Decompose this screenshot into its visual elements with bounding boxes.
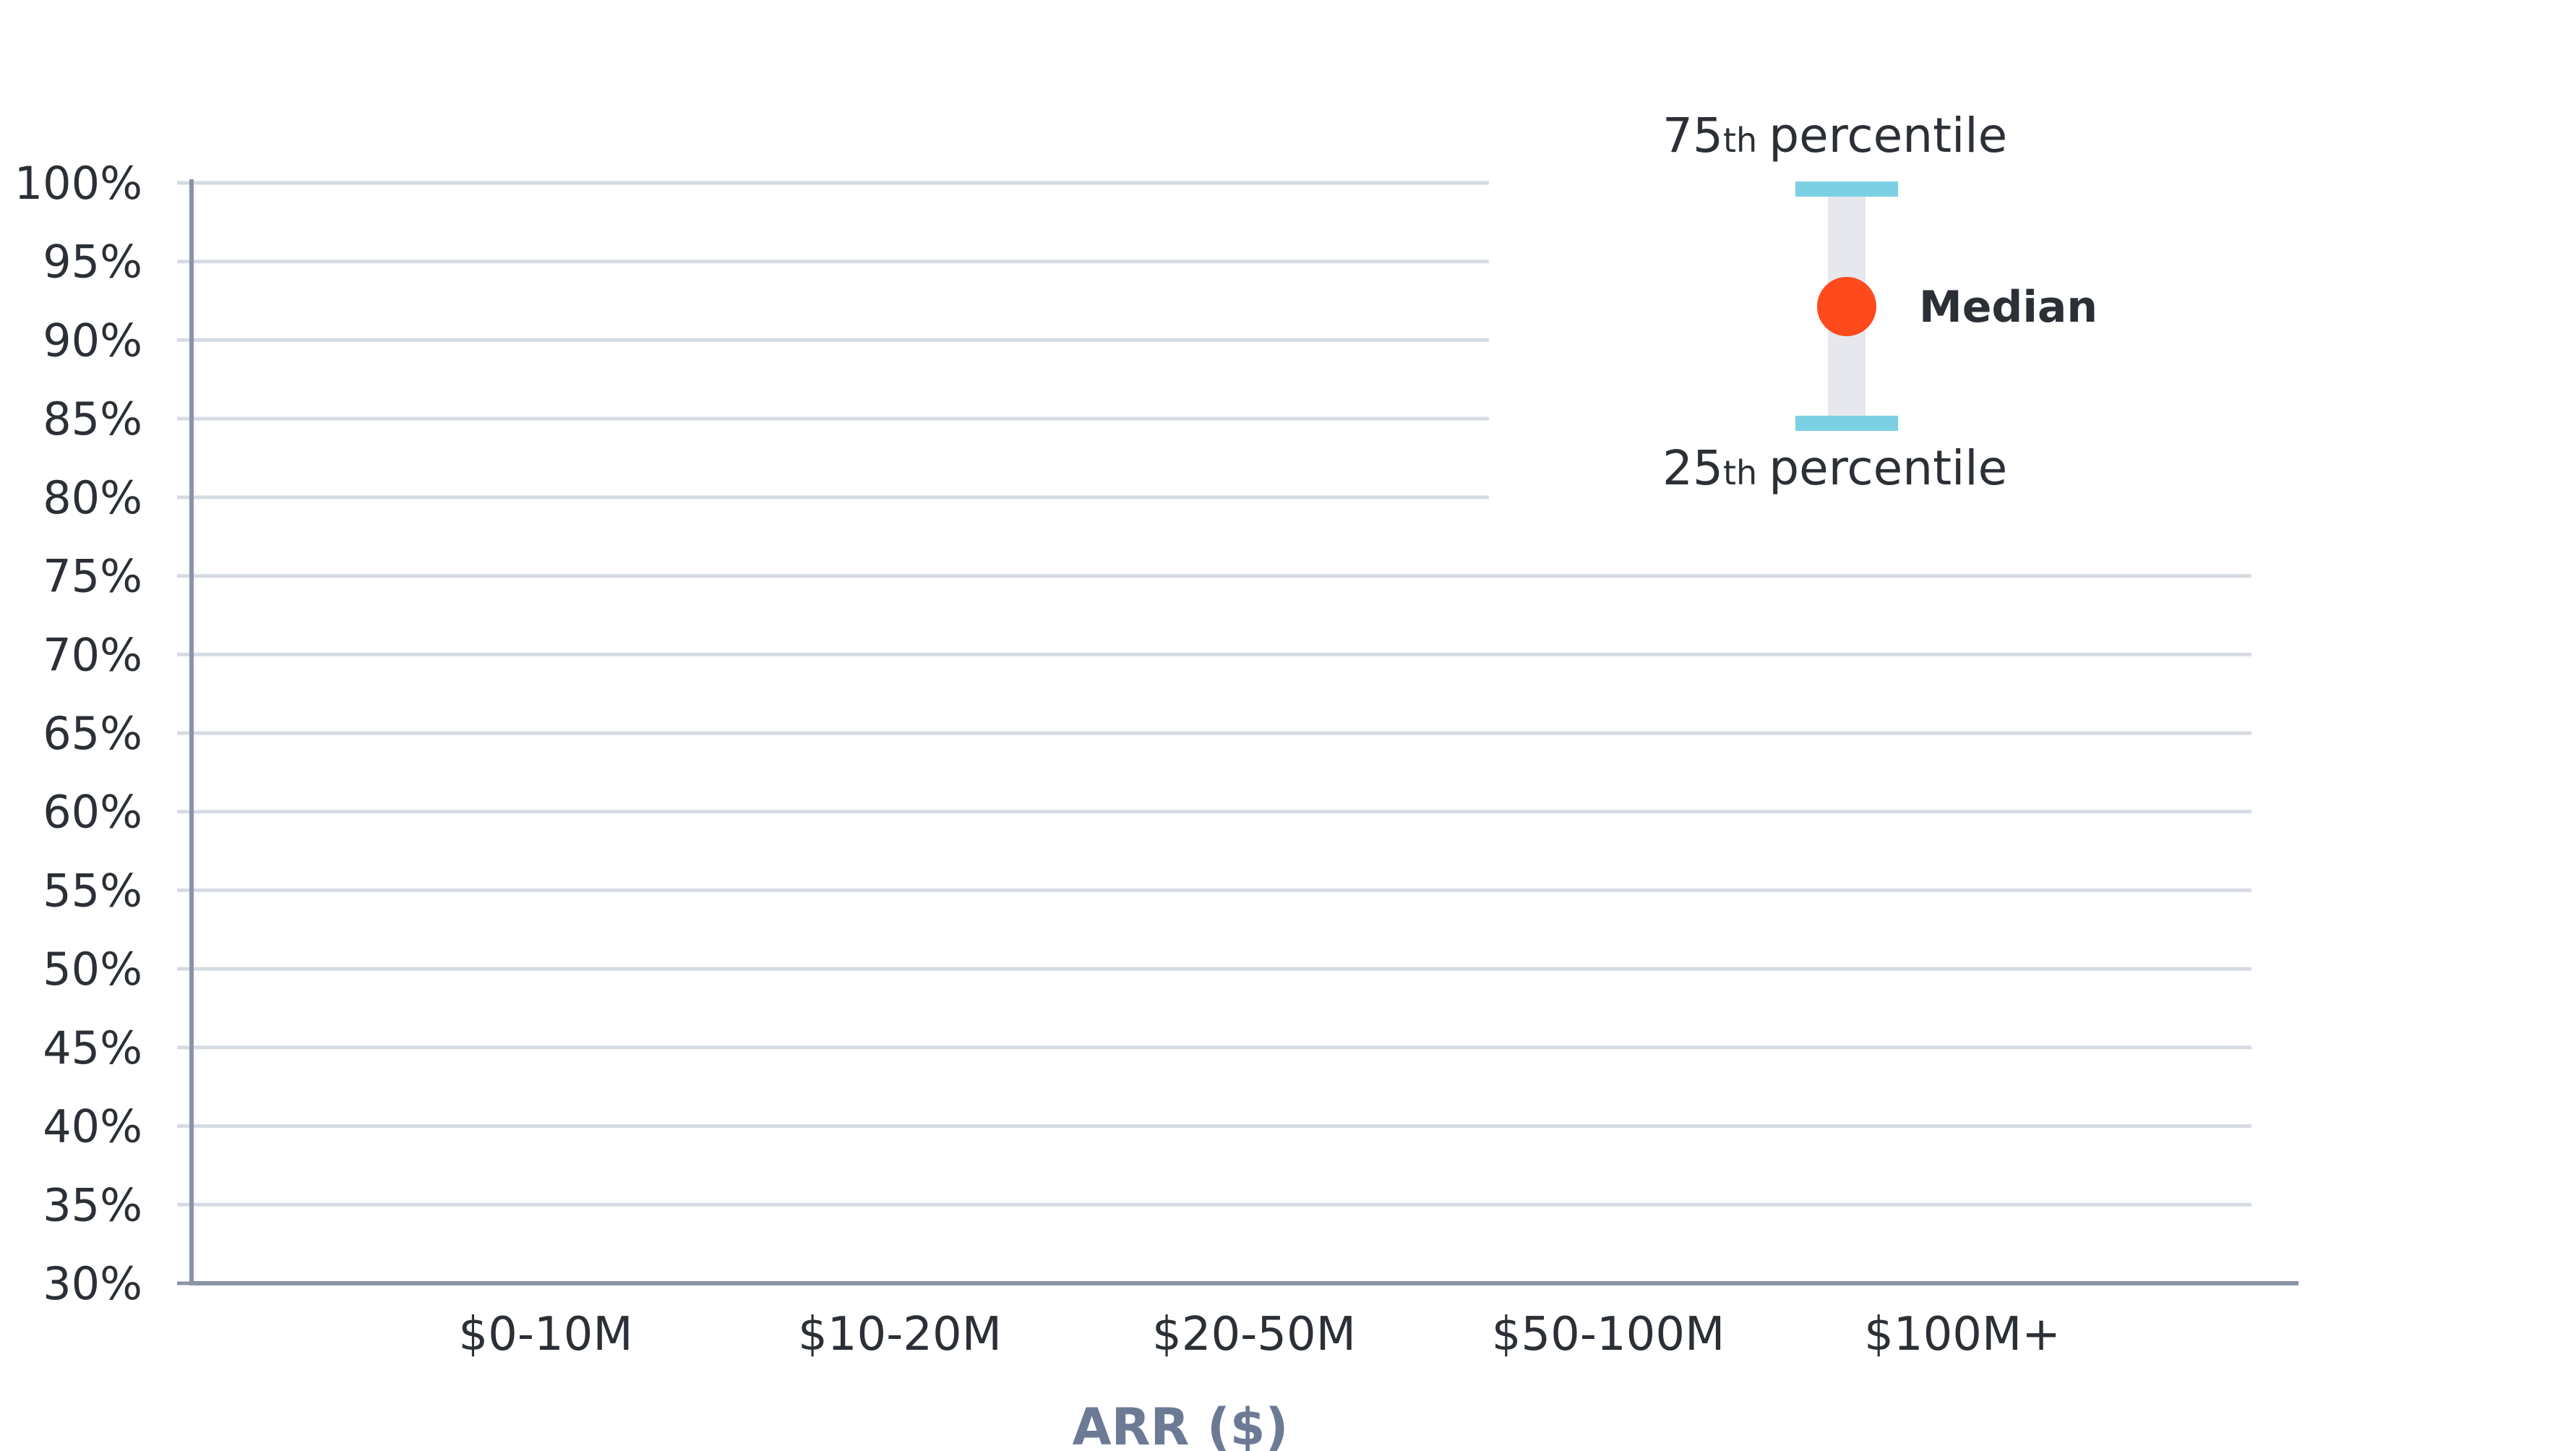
y-tick-label: 100%: [14, 157, 142, 210]
x-axis-title: ARR ($): [1072, 1398, 1288, 1451]
y-tick-label: 70%: [43, 628, 142, 681]
y-tick-label: 80%: [43, 471, 142, 524]
legend-upper-number: 75: [1662, 108, 1723, 163]
y-tick-label: 35%: [43, 1178, 142, 1231]
legend-median-dot: [1817, 277, 1876, 336]
y-tick-label: 85%: [43, 393, 142, 445]
legend-upper-suffix: th: [1723, 121, 1757, 160]
y-tick-label: 95%: [43, 236, 142, 288]
legend-upper-text: percentile: [1769, 108, 2007, 163]
y-tick-label: 40%: [43, 1100, 142, 1153]
legend-lower-text: percentile: [1769, 440, 2007, 496]
x-category-label: $20-50M: [1152, 1308, 1356, 1361]
legend-lower-suffix: th: [1723, 453, 1757, 492]
x-category-label: $50-100M: [1492, 1308, 1725, 1361]
y-tick-label: 60%: [43, 786, 142, 839]
y-tick-label: 45%: [43, 1022, 142, 1074]
x-category-label: $10-20M: [798, 1308, 1002, 1361]
axes: [189, 179, 2298, 1285]
legend-lower-cap: [1795, 416, 1898, 431]
y-tick-label: 55%: [43, 864, 142, 917]
legend: 75th percentile 25th percentile Median: [1662, 108, 2098, 496]
legend-lower-number: 25: [1662, 440, 1723, 496]
legend-upper-percentile-label: 75th percentile: [1662, 108, 2007, 163]
grid-lines: [177, 181, 2251, 1285]
y-tick-label: 90%: [43, 314, 142, 367]
legend-upper-cap: [1795, 181, 1898, 197]
y-axis-tick-labels: 30% 35% 40% 45% 50% 55% 60% 65% 70% 75% 80% 85% 90% 9…: [14, 157, 142, 1310]
y-tick-label: 30%: [43, 1257, 142, 1310]
x-axis-category-labels: $0-10M $10-20M $20-50M $50-100M $100M+: [458, 1308, 2060, 1361]
x-category-label: $0-10M: [458, 1308, 632, 1361]
legend-lower-percentile-label: 25th percentile: [1662, 440, 2007, 496]
y-tick-label: 50%: [43, 943, 142, 996]
x-category-label: $100M+: [1864, 1308, 2061, 1361]
y-tick-label: 65%: [43, 707, 142, 760]
y-tick-label: 75%: [43, 550, 142, 603]
legend-median-label: Median: [1919, 282, 2098, 333]
